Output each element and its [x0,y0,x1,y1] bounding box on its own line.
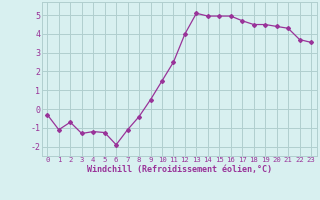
X-axis label: Windchill (Refroidissement éolien,°C): Windchill (Refroidissement éolien,°C) [87,165,272,174]
